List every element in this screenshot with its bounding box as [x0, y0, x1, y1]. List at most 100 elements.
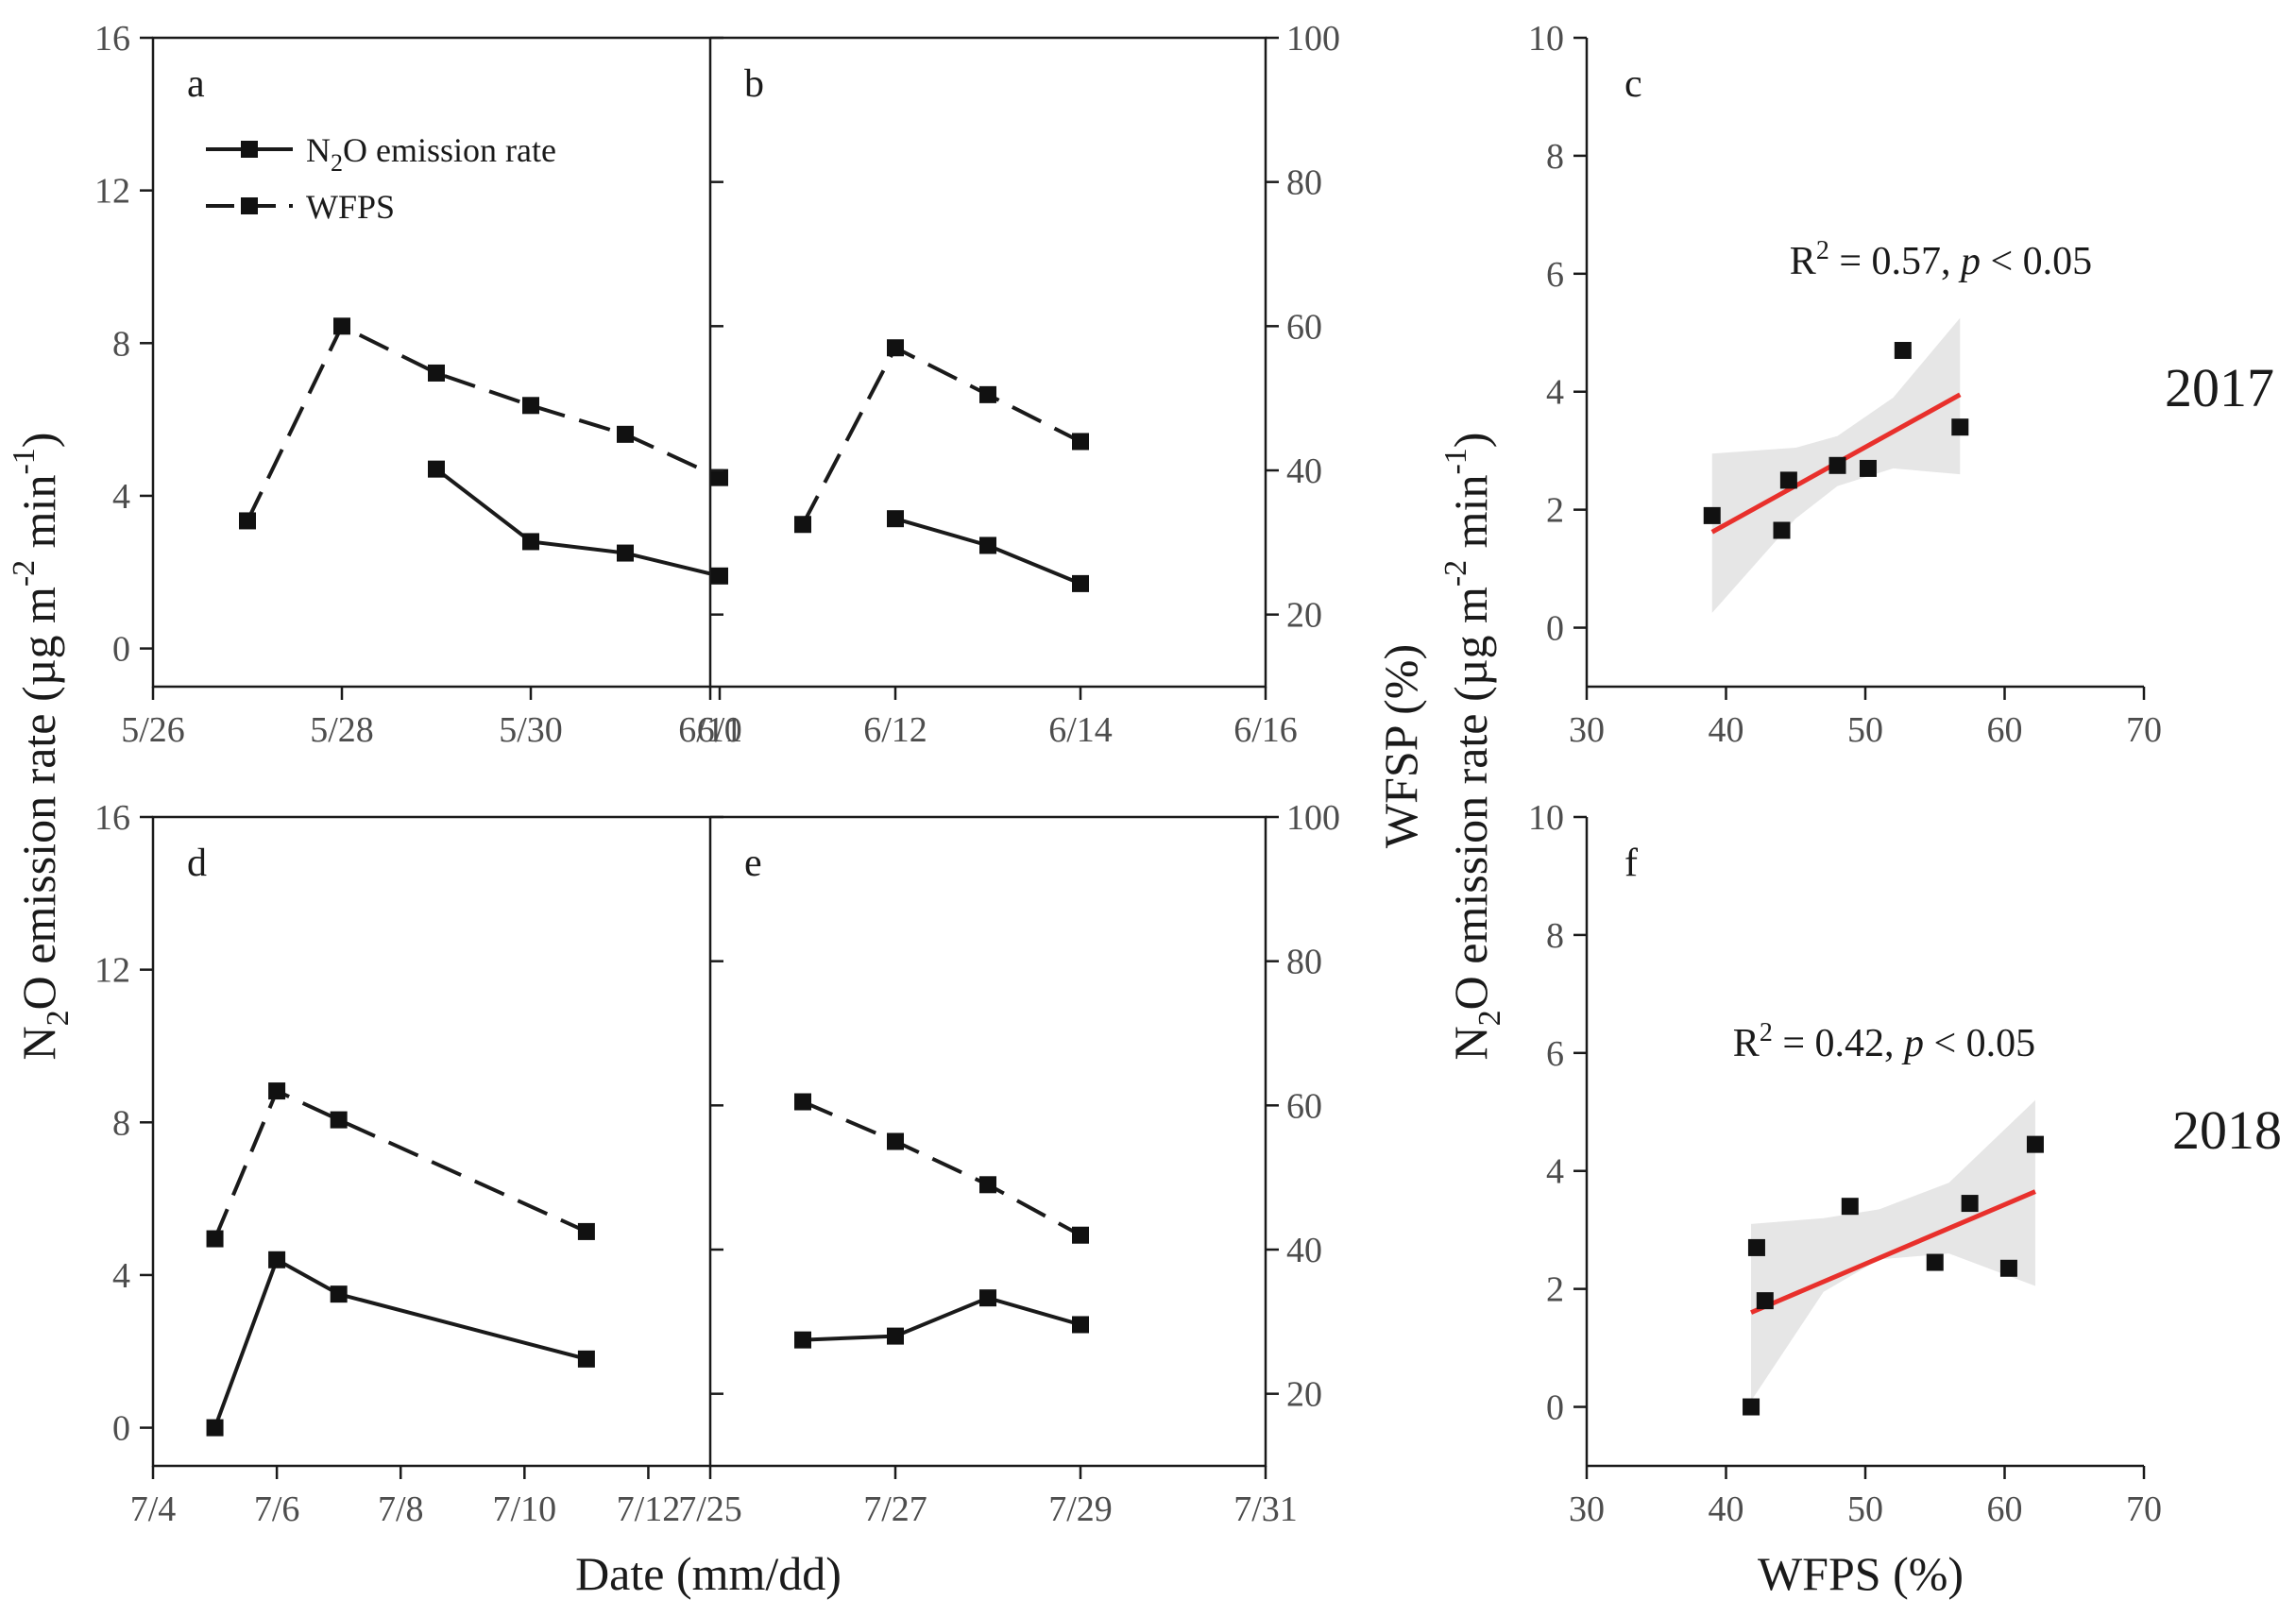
right-y-tick-label: 80 — [1286, 943, 1322, 982]
right-y-tick-label: 100 — [1286, 798, 1340, 838]
data-point-c — [1703, 506, 1721, 524]
x-tick-label-e: 7/25 — [678, 1489, 742, 1529]
left-y-tick-label: 8 — [112, 324, 130, 364]
data-point-f — [2026, 1135, 2044, 1153]
data-point-d-n2o — [330, 1285, 348, 1303]
x-tick-label-f: 50 — [1847, 1489, 1883, 1529]
x-tick-label-b: 6/16 — [1233, 710, 1298, 750]
x-tick-label-a: 6/1 — [697, 710, 743, 750]
data-point-f — [1747, 1238, 1765, 1256]
x-tick-label-f: 40 — [1709, 1489, 1744, 1529]
legend-marker-1 — [241, 141, 258, 158]
data-point-a-n2o — [711, 567, 728, 585]
labels-layer: Date (mm/dd) WFPS (%) 2017 2018 WFSP (%) — [575, 357, 2282, 1600]
r-squared-annotation-c: R2 = 0.57, p < 0.05 — [1790, 236, 2092, 283]
data-point-a-n2o — [428, 460, 445, 478]
series-line-d-n2o — [213, 1256, 587, 1429]
x-tick-label-d: 7/6 — [254, 1489, 300, 1529]
data-point-f — [1756, 1292, 1774, 1310]
data-point-e-n2o — [794, 1331, 811, 1349]
left-y-tick-label: 16 — [94, 19, 130, 59]
data-point-b-wfps — [1072, 433, 1089, 451]
series-line-a-n2o — [434, 468, 721, 578]
left-y-tick-label: 4 — [112, 1256, 130, 1296]
x-tick-label-b: 6/10 — [678, 710, 742, 750]
panel-label-d: d — [187, 842, 207, 885]
y-tick-label-c: 8 — [1546, 137, 1564, 177]
data-point-f — [1743, 1398, 1760, 1416]
left-y-tick-label: 8 — [112, 1103, 130, 1143]
x-tick-label-f: 70 — [2126, 1489, 2162, 1529]
x-tick-label-a: 5/28 — [310, 710, 374, 750]
right-y-tick-label: 20 — [1286, 1375, 1322, 1415]
panel-label-e: e — [744, 842, 762, 885]
data-point-d-n2o — [268, 1251, 286, 1268]
panel-label-a: a — [187, 62, 205, 106]
data-point-b-wfps — [887, 339, 904, 357]
x-tick-label-a: 5/30 — [499, 710, 563, 750]
x-tick-label-b: 6/14 — [1048, 710, 1113, 750]
data-point-c — [1859, 459, 1877, 477]
data-point-a-n2o — [617, 544, 634, 562]
x-tick-label-e: 7/29 — [1048, 1489, 1113, 1529]
data-point-c — [1951, 418, 1969, 436]
right-y-tick-label: 80 — [1286, 163, 1322, 203]
data-point-e-wfps — [979, 1176, 996, 1194]
data-point-e-n2o — [887, 1327, 904, 1345]
legend-label-1: N2O emission rate — [306, 131, 556, 177]
series-line-e-wfps — [802, 1099, 1081, 1237]
y-tick-label-f: 4 — [1546, 1152, 1564, 1192]
legend-marker-2 — [241, 197, 258, 214]
y-tick-label-c: 6 — [1546, 255, 1564, 295]
data-point-b-wfps — [979, 385, 996, 403]
plots-layer: 5/26 5/28 5/30 6/1 a 6/10 6/12 6/14 6/16 b 7/4 7/6 7… — [7, 19, 2162, 1529]
y-tick-label-f: 10 — [1528, 798, 1564, 838]
left-y-tick-label: 16 — [94, 798, 130, 838]
data-point-a-wfps — [239, 512, 256, 530]
data-point-d-n2o — [577, 1350, 595, 1368]
x-tick-label-d: 7/10 — [493, 1489, 557, 1529]
right-y-tick-label: 40 — [1286, 1231, 1322, 1270]
x-axis-label-wfps: WFPS (%) — [1758, 1547, 1964, 1600]
x-tick-label-c: 40 — [1709, 710, 1744, 750]
data-point-c — [1828, 456, 1846, 474]
data-point-b-n2o — [979, 536, 996, 554]
data-point-b-n2o — [887, 510, 904, 528]
series-line-a-wfps — [246, 323, 721, 522]
x-tick-label-f: 30 — [1569, 1489, 1605, 1529]
x-tick-label-d: 7/4 — [130, 1489, 177, 1529]
year-label-2018: 2018 — [2172, 1099, 2282, 1161]
x-tick-label-a: 5/26 — [121, 710, 185, 750]
data-point-f — [1841, 1198, 1859, 1216]
y-tick-label-f: 2 — [1546, 1270, 1564, 1310]
data-point-a-wfps — [333, 317, 350, 335]
y-axis-label-left: N2O emission rate (µg m-2 min-1) — [7, 433, 76, 1061]
data-point-d-n2o — [206, 1419, 224, 1437]
x-tick-label-c: 50 — [1847, 710, 1883, 750]
y-tick-label-c: 4 — [1546, 373, 1564, 413]
fit-line-f — [1750, 1189, 2036, 1315]
data-point-c — [1779, 471, 1797, 489]
data-point-a-wfps — [522, 397, 539, 415]
y-tick-label-f: 0 — [1546, 1388, 1564, 1428]
x-tick-label-d: 7/12 — [617, 1489, 681, 1529]
data-point-e-wfps — [887, 1132, 904, 1150]
x-tick-label-c: 60 — [1987, 710, 2023, 750]
series-line-b-wfps — [801, 345, 1081, 526]
left-y-tick-label: 12 — [94, 172, 130, 212]
y-tick-label-c: 0 — [1546, 609, 1564, 649]
right-y-tick-label: 40 — [1286, 451, 1322, 491]
x-tick-label-c: 70 — [2126, 710, 2162, 750]
x-tick-label-b: 6/12 — [863, 710, 927, 750]
series-line-e-n2o — [802, 1296, 1081, 1342]
data-point-b-wfps — [794, 516, 811, 534]
x-tick-label-e: 7/27 — [863, 1489, 927, 1529]
y-axis-label-wfsp: WFSP (%) — [1374, 644, 1427, 848]
right-y-tick-label: 100 — [1286, 19, 1340, 59]
data-point-d-wfps — [330, 1111, 348, 1129]
right-y-tick-label: 60 — [1286, 1086, 1322, 1126]
x-tick-label-c: 30 — [1569, 710, 1605, 750]
left-y-tick-label: 0 — [112, 630, 130, 670]
series-line-d-wfps — [213, 1088, 587, 1240]
